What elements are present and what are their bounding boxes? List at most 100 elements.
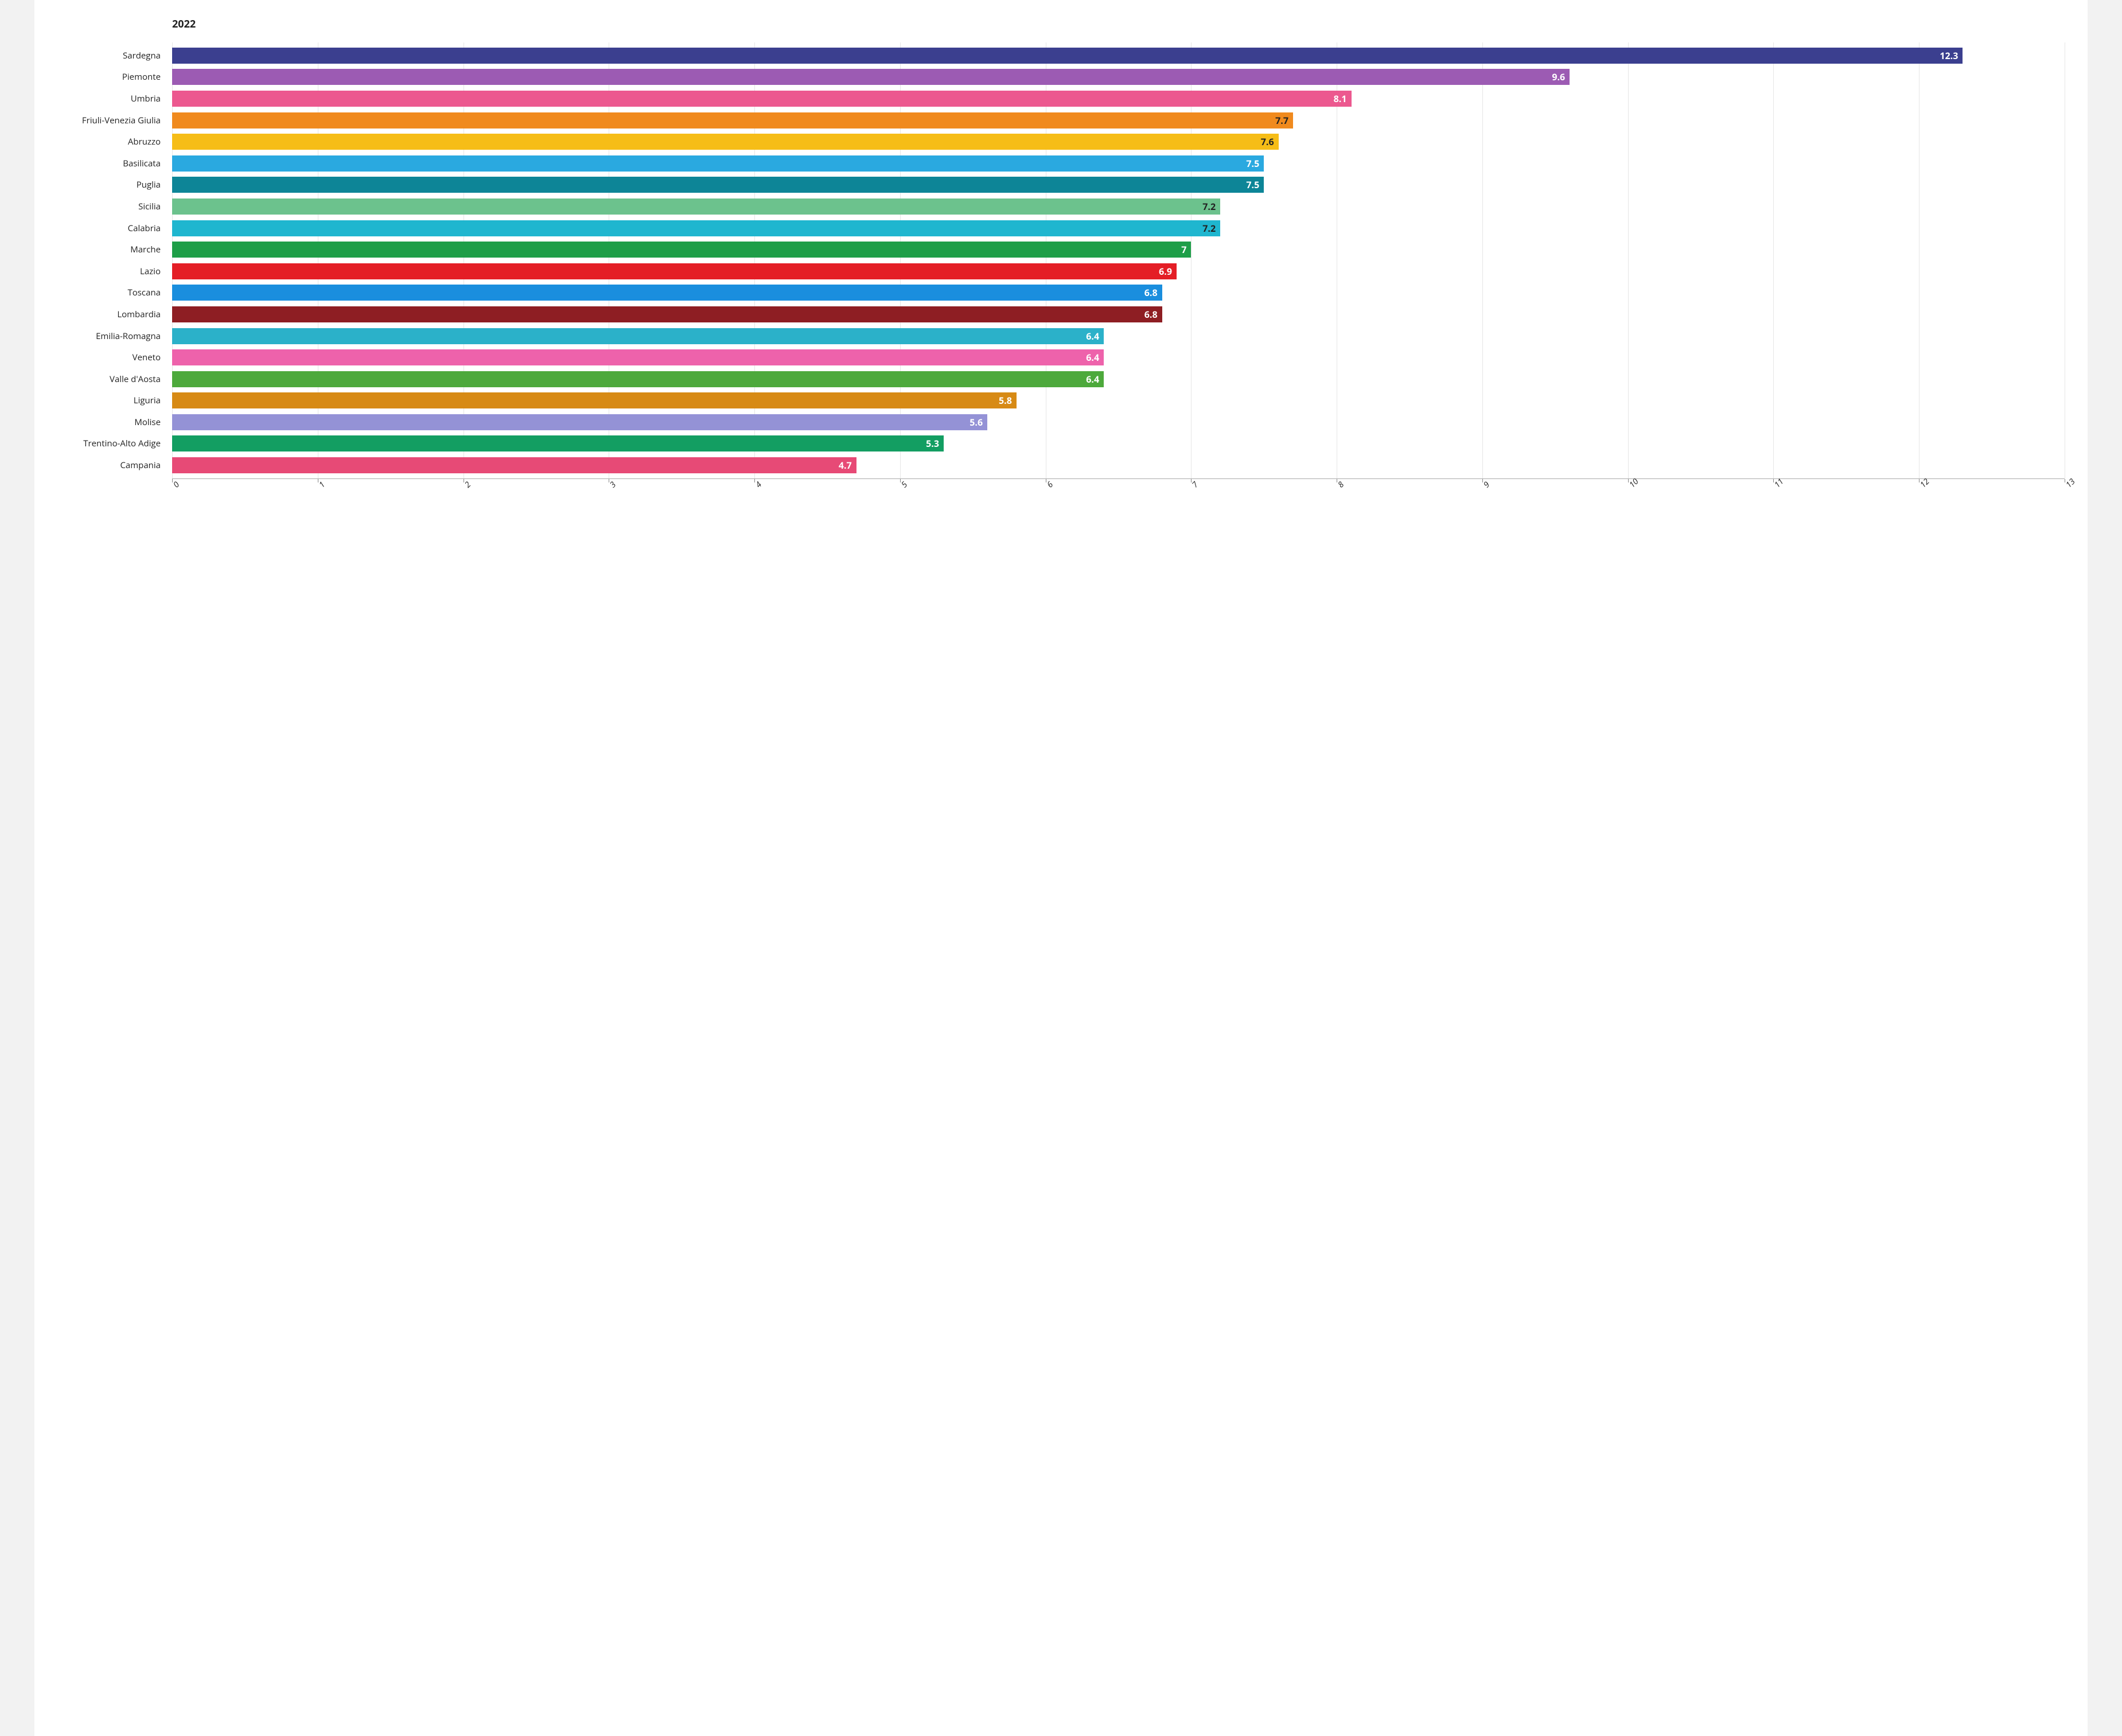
bar[interactable]: 7 [172,242,1191,258]
bar-value-label: 6.4 [1086,351,1099,364]
bar-row: 8.1 [172,91,2065,107]
bar[interactable]: 7.6 [172,134,1279,150]
x-tick-label: 9 [1481,480,1492,491]
bar-value-label: 9.6 [1552,71,1565,83]
bar[interactable]: 5.6 [172,414,987,430]
x-tick-label: 10 [1627,476,1641,490]
y-axis-label: Friuli-Venezia Giulia [57,112,166,129]
chart-area: Sardegna Piemonte Umbria Friuli-Venezia Giu… [57,42,2065,507]
bar-value-label: 7.5 [1246,157,1259,170]
bar-row: 6.9 [172,263,2065,279]
bar[interactable]: 6.4 [172,371,1104,387]
bar-value-label: 12.3 [1940,49,1958,62]
bar-row: 4.7 [172,457,2065,473]
bar-row: 9.6 [172,69,2065,85]
bar-row: 5.3 [172,435,2065,451]
y-axis-label: Abruzzo [57,134,166,150]
x-tick-label: 2 [462,480,473,491]
x-tick-label: 7 [1190,480,1201,491]
bar-row: 6.8 [172,285,2065,301]
bar[interactable]: 7.7 [172,112,1293,129]
bar-row: 7 [172,242,2065,258]
bar-row: 7.2 [172,220,2065,236]
bar[interactable]: 12.3 [172,48,1963,64]
y-axis-label: Liguria [57,392,166,408]
bar-row: 6.8 [172,306,2065,322]
bar[interactable]: 6.4 [172,349,1104,365]
bar[interactable]: 7.5 [172,155,1264,172]
bar-value-label: 8.1 [1334,92,1347,105]
x-tick-label: 5 [899,480,910,491]
y-axis-label: Lazio [57,263,166,279]
bar[interactable]: 6.9 [172,263,1177,279]
y-axis-label: Toscana [57,285,166,301]
y-axis-label: Sardegna [57,48,166,64]
bar[interactable]: 7.5 [172,177,1264,193]
bar-value-label: 6.8 [1144,286,1158,299]
bar[interactable]: 5.8 [172,392,1017,408]
bar-value-label: 7.5 [1246,178,1259,191]
bar-row: 7.7 [172,112,2065,129]
y-axis-label: Calabria [57,220,166,236]
bar-value-label: 6.4 [1086,373,1099,386]
bar[interactable]: 7.2 [172,220,1220,236]
bars-container: 12.39.68.17.77.67.57.57.27.276.96.86.86.… [172,42,2065,478]
y-axis-label: Umbria [57,91,166,107]
plot-area: 12.39.68.17.77.67.57.57.27.276.96.86.86.… [172,42,2065,478]
y-axis-label: Campania [57,457,166,473]
bar[interactable]: 4.7 [172,457,856,473]
bar-value-label: 7.7 [1275,114,1288,127]
y-axis-label: Valle d'Aosta [57,371,166,387]
bar[interactable]: 5.3 [172,435,944,451]
x-tick-label: 8 [1336,480,1346,491]
bar-row: 5.8 [172,392,2065,408]
bar-value-label: 7.2 [1202,200,1216,213]
bar-row: 7.5 [172,177,2065,193]
bar-value-label: 7.2 [1202,222,1216,235]
y-axis-label: Marche [57,242,166,258]
x-tick-label: 1 [317,480,328,491]
bar-row: 6.4 [172,349,2065,365]
y-axis-label: Trentino-Alto Adige [57,435,166,451]
bar-row: 7.6 [172,134,2065,150]
y-axis-label: Lombardia [57,306,166,322]
y-axis-label: Basilicata [57,155,166,172]
chart-title: 2022 [172,17,2065,31]
x-tick-label: 4 [753,480,764,491]
bar-row: 7.2 [172,198,2065,215]
bar-value-label: 5.6 [969,416,983,429]
bar[interactable]: 6.8 [172,285,1162,301]
bar[interactable]: 6.4 [172,328,1104,344]
bar-row: 6.4 [172,371,2065,387]
bar-row: 5.6 [172,414,2065,430]
bar-value-label: 4.7 [839,459,852,472]
bar-value-label: 7 [1181,243,1186,256]
bar-row: 7.5 [172,155,2065,172]
y-axis-label: Emilia-Romagna [57,328,166,344]
bar[interactable]: 8.1 [172,91,1352,107]
bar-value-label: 5.3 [926,437,939,450]
bar[interactable]: 6.8 [172,306,1162,322]
bar[interactable]: 7.2 [172,198,1220,215]
bar-value-label: 6.8 [1144,308,1158,321]
bar-value-label: 6.4 [1086,330,1099,342]
y-axis-labels: Sardegna Piemonte Umbria Friuli-Venezia Giu… [57,42,166,478]
y-axis-label: Puglia [57,177,166,193]
y-axis-label: Veneto [57,349,166,365]
x-axis: 012345678910111213 [172,478,2065,507]
y-axis-label: Piemonte [57,69,166,85]
y-axis-label: Molise [57,414,166,430]
y-axis-label: Sicilia [57,198,166,215]
x-tick-label: 0 [171,480,182,491]
x-tick-label: 6 [1045,480,1056,491]
bar[interactable]: 9.6 [172,69,1570,85]
x-tick-label: 12 [1918,476,1932,490]
bar-value-label: 6.9 [1159,265,1172,278]
bar-value-label: 5.8 [999,394,1012,407]
x-tick-label: 3 [608,480,618,491]
bar-value-label: 7.6 [1261,135,1274,148]
bar-row: 12.3 [172,48,2065,64]
x-tick-label: 13 [2063,476,2077,490]
chart-card: 2022 Sardegna Piemonte Umbria Friuli-Venezi… [34,0,2088,1736]
bar-row: 6.4 [172,328,2065,344]
